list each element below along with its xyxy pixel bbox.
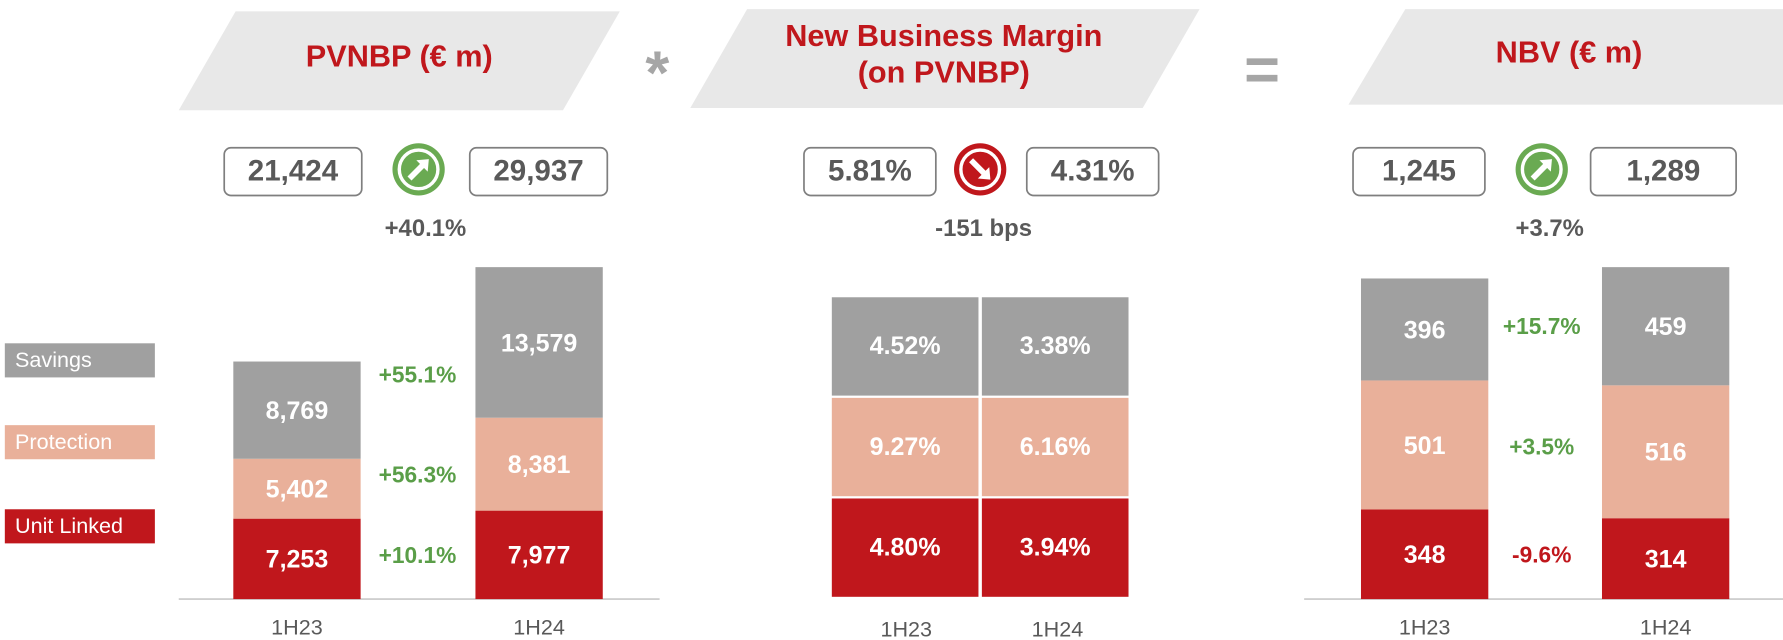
chart-title: (on PVNBP) — [858, 55, 1030, 90]
kpi-box — [1589, 146, 1737, 197]
table-cell — [831, 498, 979, 597]
change-label: +3.7% — [1516, 215, 1584, 242]
chart-title: PVNBP (€ m) — [306, 39, 493, 74]
legend-swatch — [4, 425, 155, 460]
legend-label: Unit Linked — [15, 513, 123, 538]
kpi-value: 4.31% — [1051, 155, 1135, 188]
x-tick-label: 1H24 — [1640, 614, 1692, 639]
bar-label: 13,579 — [501, 329, 577, 357]
segment-change: +55.1% — [379, 361, 457, 387]
bar-label: 396 — [1404, 316, 1446, 344]
kpi-box — [803, 146, 937, 197]
kpi-box — [1025, 146, 1160, 197]
table-cell — [831, 397, 979, 497]
cell-text: 3.38% — [1020, 332, 1091, 360]
operator: * — [645, 39, 669, 108]
title-banner — [690, 9, 1200, 108]
table-cell — [981, 297, 1129, 396]
table-cell — [981, 498, 1129, 597]
trend-arrowhead — [1539, 159, 1552, 172]
kpi-value: 1,289 — [1626, 155, 1700, 188]
kpi-box — [1352, 146, 1486, 197]
operator: = — [1244, 35, 1280, 104]
change-label: +40.1% — [385, 215, 467, 242]
x-tick-label: 1H23 — [1399, 614, 1451, 639]
title-banner — [178, 11, 620, 111]
bar-label: 7,253 — [266, 546, 329, 574]
bar-segment — [1601, 385, 1730, 519]
bar-segment — [1601, 267, 1730, 386]
trend-arrowhead — [977, 167, 991, 180]
trend-arrow — [1530, 161, 1550, 181]
cell-text: 6.16% — [1020, 433, 1091, 461]
chart-title: NBV (€ m) — [1496, 35, 1643, 70]
cell-text: 9.27% — [870, 433, 941, 461]
bar-segment — [1601, 518, 1730, 600]
cell-text: 4.80% — [870, 533, 941, 561]
segment-change: -9.6% — [1512, 541, 1571, 567]
legend-label: Protection — [15, 429, 112, 454]
bar-segment — [233, 518, 361, 600]
bar-label: 5,402 — [266, 476, 329, 504]
bar-label: 314 — [1645, 546, 1687, 574]
x-tick-label: 1H24 — [1032, 617, 1084, 640]
bar-segment — [1360, 380, 1489, 510]
segment-change: +15.7% — [1503, 313, 1581, 339]
kpi-value: 29,937 — [493, 155, 583, 188]
segment-change: +10.1% — [379, 542, 457, 568]
kpi-value: 5.81% — [828, 155, 912, 188]
bar-label: 8,769 — [266, 397, 329, 425]
bar-segment — [475, 267, 603, 418]
bar-label: 501 — [1404, 432, 1446, 460]
legend-swatch — [4, 509, 155, 544]
trend-arrowhead — [416, 159, 429, 172]
trend-arrow — [969, 158, 988, 178]
trend-icon-ring — [1520, 148, 1563, 191]
bar-segment — [1360, 278, 1489, 381]
x-tick-label: 1H23 — [271, 614, 323, 639]
cell-text: 4.52% — [870, 332, 941, 360]
bar-label: 516 — [1645, 439, 1687, 467]
cell-text: 3.94% — [1020, 533, 1091, 561]
kpi-box — [468, 146, 609, 197]
bar-label: 348 — [1404, 541, 1446, 569]
bar-label: 7,977 — [508, 542, 571, 570]
kpi-value: 1,245 — [1382, 155, 1456, 188]
legend-label: Savings — [15, 347, 92, 372]
kpi-box — [223, 146, 363, 197]
bar-segment — [233, 361, 361, 459]
bar-label: 459 — [1645, 313, 1687, 341]
trend-icon-ring — [397, 148, 440, 191]
chart-title: New Business Margin — [785, 18, 1102, 53]
title-banner — [1348, 9, 1783, 105]
segment-change: +56.3% — [379, 461, 457, 487]
bar-segment — [475, 510, 603, 600]
table-cell — [831, 297, 979, 396]
bar-segment — [1360, 509, 1489, 600]
legend-swatch — [4, 343, 155, 378]
table-cell — [981, 397, 1129, 497]
bar-segment — [233, 458, 361, 519]
x-tick-label: 1H23 — [880, 617, 932, 640]
trend-arrow — [407, 161, 427, 181]
trend-icon-ring — [959, 148, 1002, 191]
kpi-value: 21,424 — [248, 155, 339, 188]
segment-change: +3.5% — [1509, 433, 1574, 459]
change-label: -151 bps — [935, 215, 1032, 242]
bar-segment — [475, 417, 603, 511]
bar-label: 8,381 — [508, 451, 571, 479]
x-tick-label: 1H24 — [513, 614, 565, 639]
